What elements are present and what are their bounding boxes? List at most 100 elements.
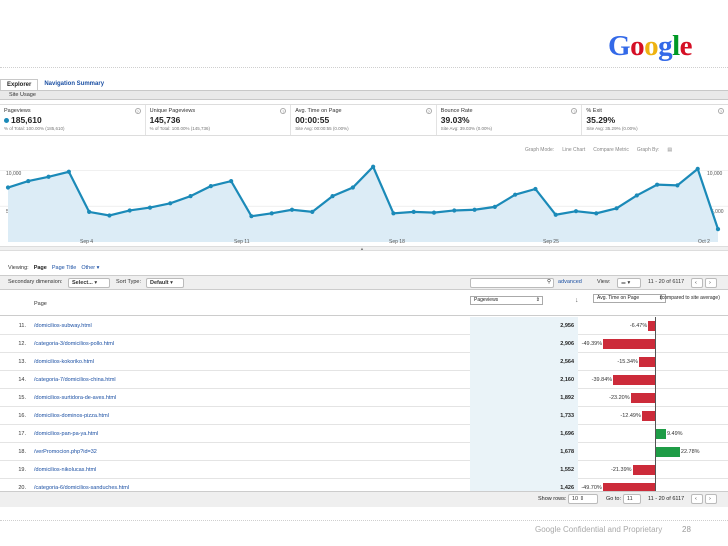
data-point[interactable] [289, 207, 295, 212]
page-link[interactable]: /categoria-6/domicilios-sanduches.html [34, 485, 130, 491]
data-point[interactable] [249, 214, 254, 219]
metric-pageviews[interactable]: Pageviews 185,610 % of Total: 100.00% (1… [0, 105, 146, 135]
scroll-handle-icon[interactable]: ▲ [360, 246, 364, 251]
page-link[interactable]: /domicilios-nikolucas.html [34, 467, 97, 473]
data-point[interactable] [492, 204, 497, 209]
footer-prev-button[interactable]: ‹ [691, 494, 703, 504]
show-rows-label: Show rows: [538, 496, 567, 502]
site-usage-label[interactable]: Site Usage [9, 92, 36, 98]
page-link[interactable]: /verPromocion.php?id=32 [34, 449, 97, 455]
data-point[interactable] [66, 169, 71, 174]
metric-bounce-rate[interactable]: Bounce Rate 39.03% Site Avg: 39.03% (0.0… [437, 105, 583, 135]
pageviews-chart[interactable] [0, 154, 728, 244]
data-point[interactable] [675, 183, 680, 188]
footer-next-button[interactable]: › [705, 494, 717, 504]
comparison-label: -21.39% [611, 467, 632, 473]
table-row: 14. /categoria-7/domicilios-china.html 2,1… [0, 371, 728, 389]
help-icon[interactable]: ? [134, 108, 141, 114]
show-rows-select[interactable]: 10 ⇕ [568, 494, 598, 504]
comparison-bar [641, 411, 655, 421]
page-link[interactable]: /domicilios-pan-pa-ya.html [34, 431, 99, 437]
page-link[interactable]: /categoria-7/domicilios-china.html [34, 377, 116, 383]
data-point[interactable] [634, 193, 639, 198]
table-search-input[interactable] [470, 278, 554, 288]
data-point[interactable] [168, 201, 173, 206]
data-point[interactable] [594, 211, 599, 216]
data-point[interactable] [229, 178, 234, 184]
view-option-other[interactable]: Other ▾ [81, 265, 100, 271]
help-icon[interactable]: ? [571, 108, 578, 114]
metric-sub: Site Avg: 39.03% (0.00%) [440, 126, 492, 131]
metric-value: 00:00:55 [295, 115, 330, 125]
help-icon[interactable]: ? [280, 108, 287, 114]
pageviews-cell: 1,733 [470, 407, 578, 425]
row-number: 11. [18, 323, 26, 329]
data-point[interactable] [147, 205, 153, 210]
calendar-icon[interactable]: ▤ [667, 147, 673, 153]
data-point[interactable] [26, 178, 31, 184]
graph-options: Graph Mode: Line Chart Compare Metric Gr… [525, 147, 672, 153]
go-to-input[interactable]: 11 [623, 494, 641, 504]
data-point[interactable] [614, 206, 619, 211]
view-type-select[interactable]: ⚌ ▾ [617, 278, 641, 288]
data-point[interactable] [695, 166, 700, 171]
data-point[interactable] [472, 207, 477, 212]
data-point[interactable] [87, 209, 92, 214]
line-chart-option[interactable]: Line Chart [562, 147, 586, 153]
data-point[interactable] [5, 185, 11, 190]
data-point[interactable] [553, 212, 558, 217]
data-point[interactable] [330, 194, 335, 199]
metric-value: 39.03% [440, 115, 470, 125]
tab-explorer[interactable]: Explorer [0, 79, 39, 90]
data-point[interactable] [107, 213, 112, 218]
data-point[interactable] [188, 194, 193, 199]
data-point[interactable] [269, 211, 274, 216]
graph-by-label[interactable]: Graph By: [636, 147, 660, 153]
advanced-link[interactable]: advanced [558, 279, 582, 285]
view-label: View: [597, 279, 611, 285]
search-icon[interactable]: ⚲ [547, 279, 552, 285]
data-point[interactable] [391, 211, 396, 216]
secondary-dimension-select[interactable]: Select... ▾ [68, 278, 110, 288]
sort-desc-icon[interactable]: ↓ [575, 297, 579, 304]
data-point[interactable] [533, 186, 538, 192]
x-tick-sep11: Sep 11 [234, 239, 250, 245]
data-point[interactable] [371, 164, 376, 169]
data-point[interactable] [655, 182, 660, 187]
help-icon[interactable]: ? [717, 108, 724, 114]
data-point[interactable] [573, 209, 579, 214]
metric-unique-pageviews[interactable]: Unique Pageviews 145,736 % of Total: 100… [146, 105, 292, 135]
compare-metric-option[interactable]: Compare Metric [593, 147, 629, 153]
prev-page-button[interactable]: ‹ [691, 278, 703, 288]
row-number: 12. [18, 341, 26, 347]
metric-exit[interactable]: % Exit 35.29% Site Avg: 35.29% (0.00%) ? [582, 105, 728, 135]
data-point[interactable] [513, 192, 518, 197]
data-point[interactable] [411, 209, 416, 214]
data-point[interactable] [127, 208, 132, 213]
metric-avg-time[interactable]: Avg. Time on Page 00:00:55 Site Avg: 00:… [291, 105, 437, 135]
view-option-page[interactable]: Page [33, 265, 47, 271]
data-point[interactable] [431, 210, 437, 215]
data-point[interactable] [310, 209, 315, 214]
view-option-page-title[interactable]: Page Title [51, 265, 77, 271]
data-point[interactable] [715, 227, 721, 232]
page-link[interactable]: /domicilios-dominos-pizza.html [34, 413, 109, 419]
data-point[interactable] [350, 185, 355, 190]
help-icon[interactable]: ? [425, 108, 432, 114]
chart-scrollbar[interactable]: ▲ [0, 246, 728, 251]
sort-type-select[interactable]: Default ▾ [146, 278, 184, 288]
comparison-label: -49.39% [581, 341, 603, 347]
pageviews-column-select[interactable]: Pageviews ⇕ [470, 296, 543, 305]
compare-metric-select[interactable]: Avg. Time on Page ⇕ [593, 294, 666, 303]
data-point[interactable] [452, 208, 457, 213]
page-column-header[interactable]: Page [34, 301, 47, 307]
tab-navigation-summary[interactable]: Navigation Summary [44, 81, 105, 87]
data-point[interactable] [46, 174, 51, 179]
page-link[interactable]: /domicilios-kokoriko.html [34, 359, 94, 365]
data-point[interactable] [208, 184, 213, 189]
page-link[interactable]: /categoria-3/domicilios-pollo.html [34, 341, 115, 347]
next-page-button[interactable]: › [705, 278, 717, 288]
page-link[interactable]: /domicilios-surtidora-de-aves.html [34, 395, 117, 401]
page-link[interactable]: /domicilios-subway.html [34, 323, 92, 329]
pagination-range: 11 - 20 of 6117 [648, 279, 685, 285]
